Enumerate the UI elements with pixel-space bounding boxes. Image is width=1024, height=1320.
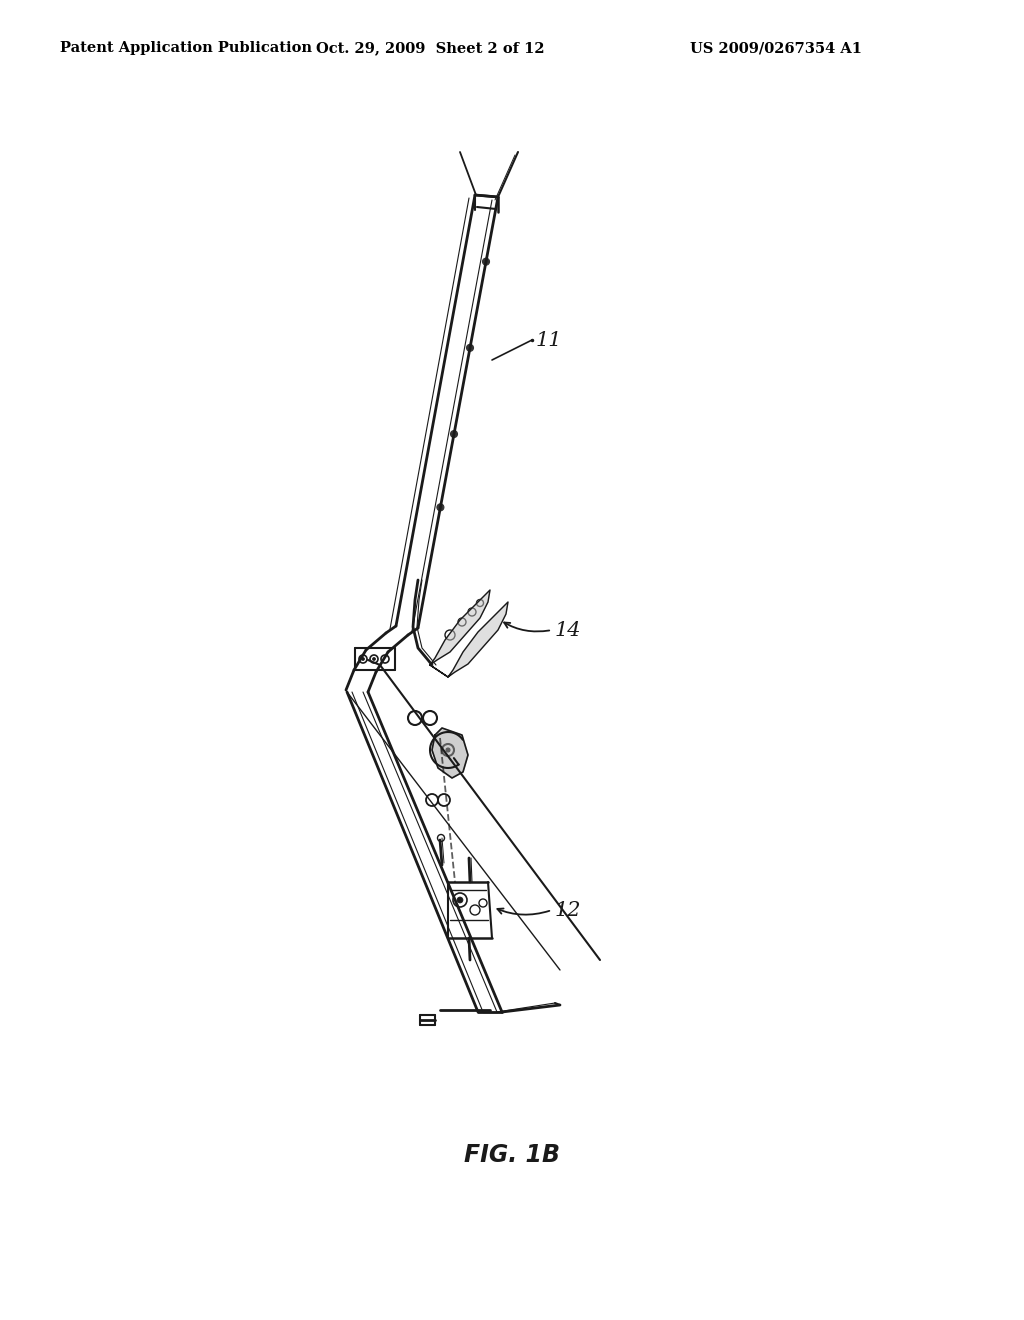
Text: Patent Application Publication: Patent Application Publication (60, 41, 312, 55)
Text: FIG. 1B: FIG. 1B (464, 1143, 560, 1167)
Circle shape (467, 345, 473, 351)
Circle shape (457, 898, 463, 903)
Text: US 2009/0267354 A1: US 2009/0267354 A1 (690, 41, 862, 55)
Circle shape (361, 657, 365, 660)
Text: 12: 12 (555, 900, 582, 920)
Polygon shape (430, 590, 508, 677)
Text: 14: 14 (555, 620, 582, 639)
Text: 11: 11 (536, 330, 562, 350)
Circle shape (482, 259, 489, 265)
Circle shape (437, 504, 443, 511)
Circle shape (451, 430, 458, 437)
Polygon shape (432, 729, 468, 777)
Circle shape (446, 748, 450, 752)
Circle shape (373, 657, 376, 660)
Text: Oct. 29, 2009  Sheet 2 of 12: Oct. 29, 2009 Sheet 2 of 12 (315, 41, 545, 55)
